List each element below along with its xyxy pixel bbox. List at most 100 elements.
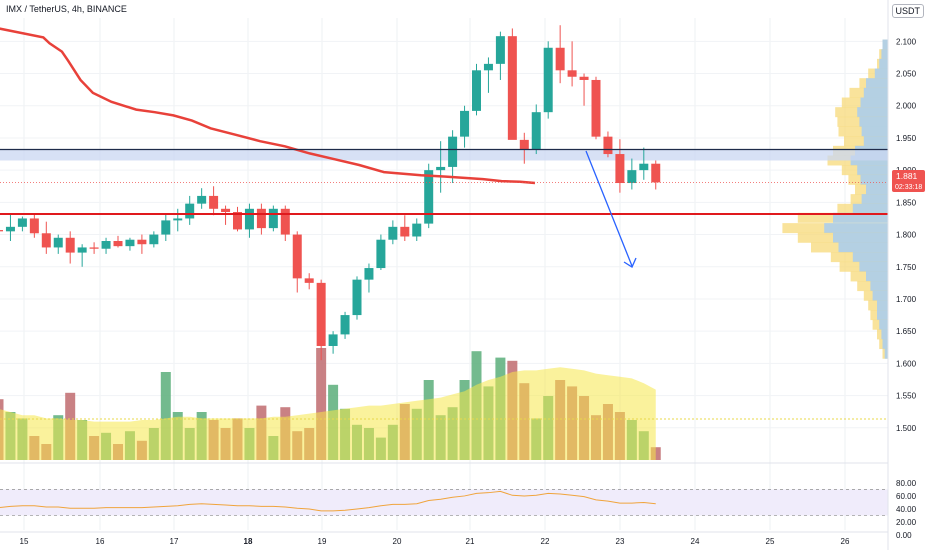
price-tick-1: 2.050 bbox=[896, 70, 917, 79]
candle-body-11 bbox=[125, 239, 135, 247]
candle-body-42 bbox=[495, 36, 505, 64]
vp-buy-30 bbox=[881, 329, 888, 340]
price-tick-12: 1.500 bbox=[896, 424, 917, 433]
candle-body-48 bbox=[567, 70, 577, 77]
moving-average-line bbox=[0, 27, 536, 185]
candle-body-29 bbox=[340, 315, 350, 335]
candle-body-22 bbox=[256, 208, 266, 229]
candle-body-35 bbox=[412, 223, 422, 237]
candle-body-0 bbox=[0, 230, 3, 232]
price-tick-9: 1.650 bbox=[896, 327, 917, 336]
rsi-tick-0: 80.00 bbox=[896, 479, 917, 488]
price-badge-bg bbox=[892, 170, 925, 192]
candle-body-44 bbox=[519, 139, 529, 150]
time-axis[interactable]: 15 16 17 18 19 20 21 22 23 24 25 26 bbox=[0, 531, 888, 546]
vp-buy-4 bbox=[866, 78, 888, 89]
candle-body-53 bbox=[627, 170, 637, 184]
vp-buy-29 bbox=[879, 319, 888, 330]
candle-body-21 bbox=[244, 208, 254, 230]
price-tick-7: 1.750 bbox=[896, 263, 917, 272]
vp-buy-28 bbox=[877, 310, 888, 321]
candle-body-49 bbox=[579, 76, 589, 80]
candle-body-33 bbox=[388, 226, 398, 240]
candle-body-16 bbox=[185, 203, 195, 219]
vp-buy-24 bbox=[866, 271, 888, 282]
currency-button[interactable]: USDT bbox=[891, 4, 924, 18]
candle-body-10 bbox=[113, 241, 123, 247]
candle-body-50 bbox=[591, 79, 601, 137]
candle-body-12 bbox=[137, 239, 147, 245]
price-tick-6: 1.800 bbox=[896, 231, 917, 240]
price-badge-countdown: 02:33:18 bbox=[895, 184, 922, 191]
time-tick-0: 15 bbox=[20, 537, 29, 546]
volume-ma-area bbox=[0, 367, 888, 460]
price-axis[interactable]: 2.1002.0502.0001.9501.9001.8501.8001.750… bbox=[887, 0, 932, 550]
candle-body-38 bbox=[448, 136, 458, 167]
price-tick-5: 1.850 bbox=[896, 198, 917, 207]
vp-buy-9 bbox=[861, 126, 888, 137]
price-tick-3: 1.950 bbox=[896, 134, 917, 143]
candle-body-31 bbox=[364, 268, 374, 280]
price-tick-0: 2.100 bbox=[896, 37, 917, 46]
vp-buy-8 bbox=[859, 116, 888, 127]
time-tick-1: 16 bbox=[96, 537, 105, 546]
candle-body-26 bbox=[304, 278, 314, 283]
candle-body-17 bbox=[197, 195, 207, 204]
chart-title: IMX / TetherUS, 4h, BINANCE bbox=[6, 4, 127, 14]
time-tick-6: 21 bbox=[466, 537, 475, 546]
vp-buy-31 bbox=[882, 339, 888, 350]
candle-body-6 bbox=[65, 237, 75, 253]
forecast-arrow bbox=[585, 150, 637, 268]
candle-body-27 bbox=[316, 282, 326, 346]
candle-body-28 bbox=[328, 334, 338, 346]
candle-body-8 bbox=[89, 247, 99, 249]
candle-body-34 bbox=[400, 226, 410, 237]
price-tick-2: 2.000 bbox=[896, 102, 917, 111]
candle-body-5 bbox=[53, 237, 63, 248]
vp-buy-6 bbox=[860, 97, 888, 108]
candle-body-18 bbox=[209, 195, 219, 209]
ma-path bbox=[0, 27, 536, 185]
time-tick-2: 17 bbox=[170, 537, 179, 546]
time-tick-7: 22 bbox=[541, 537, 550, 546]
price-badge-price: 1.881 bbox=[896, 171, 918, 181]
candle-body-30 bbox=[352, 279, 362, 316]
volume-bar-14 bbox=[160, 372, 171, 460]
candle-body-54 bbox=[639, 163, 649, 171]
candle-body-3 bbox=[29, 218, 39, 234]
candle-body-25 bbox=[292, 234, 302, 279]
vp-buy-0 bbox=[882, 39, 888, 50]
vp-buy-17 bbox=[852, 203, 888, 214]
candle-body-9 bbox=[101, 241, 111, 249]
vp-buy-32 bbox=[884, 348, 888, 359]
arrow-shaft bbox=[585, 150, 633, 267]
time-tick-4: 19 bbox=[318, 537, 327, 546]
vp-buy-16 bbox=[861, 194, 888, 205]
candle-body-20 bbox=[233, 212, 242, 230]
candles bbox=[0, 25, 661, 361]
candle-body-32 bbox=[376, 239, 386, 269]
rsi-tick-2: 40.00 bbox=[896, 505, 917, 514]
current-price-badge: 1.881 02:33:18 bbox=[892, 170, 925, 192]
candle-body-19 bbox=[221, 208, 231, 213]
candle-body-46 bbox=[543, 47, 553, 113]
candle-body-24 bbox=[280, 208, 290, 235]
vp-buy-18 bbox=[833, 212, 888, 223]
vp-buy-2 bbox=[879, 58, 888, 69]
volume-profile bbox=[782, 39, 888, 359]
rsi-tick-1: 60.00 bbox=[896, 492, 917, 501]
rsi-band bbox=[0, 489, 888, 516]
time-tick-11: 26 bbox=[841, 537, 850, 546]
vp-buy-20 bbox=[833, 232, 888, 243]
vp-buy-27 bbox=[877, 300, 888, 311]
volume-ma-fill bbox=[0, 367, 656, 460]
arrow-head bbox=[623, 257, 637, 268]
candle-body-51 bbox=[603, 136, 613, 155]
vp-buy-3 bbox=[874, 68, 888, 79]
candle-body-41 bbox=[483, 63, 493, 71]
candle-body-43 bbox=[507, 36, 517, 140]
candle-body-47 bbox=[555, 47, 565, 71]
vp-buy-14 bbox=[860, 174, 888, 185]
candle-body-37 bbox=[436, 166, 446, 171]
